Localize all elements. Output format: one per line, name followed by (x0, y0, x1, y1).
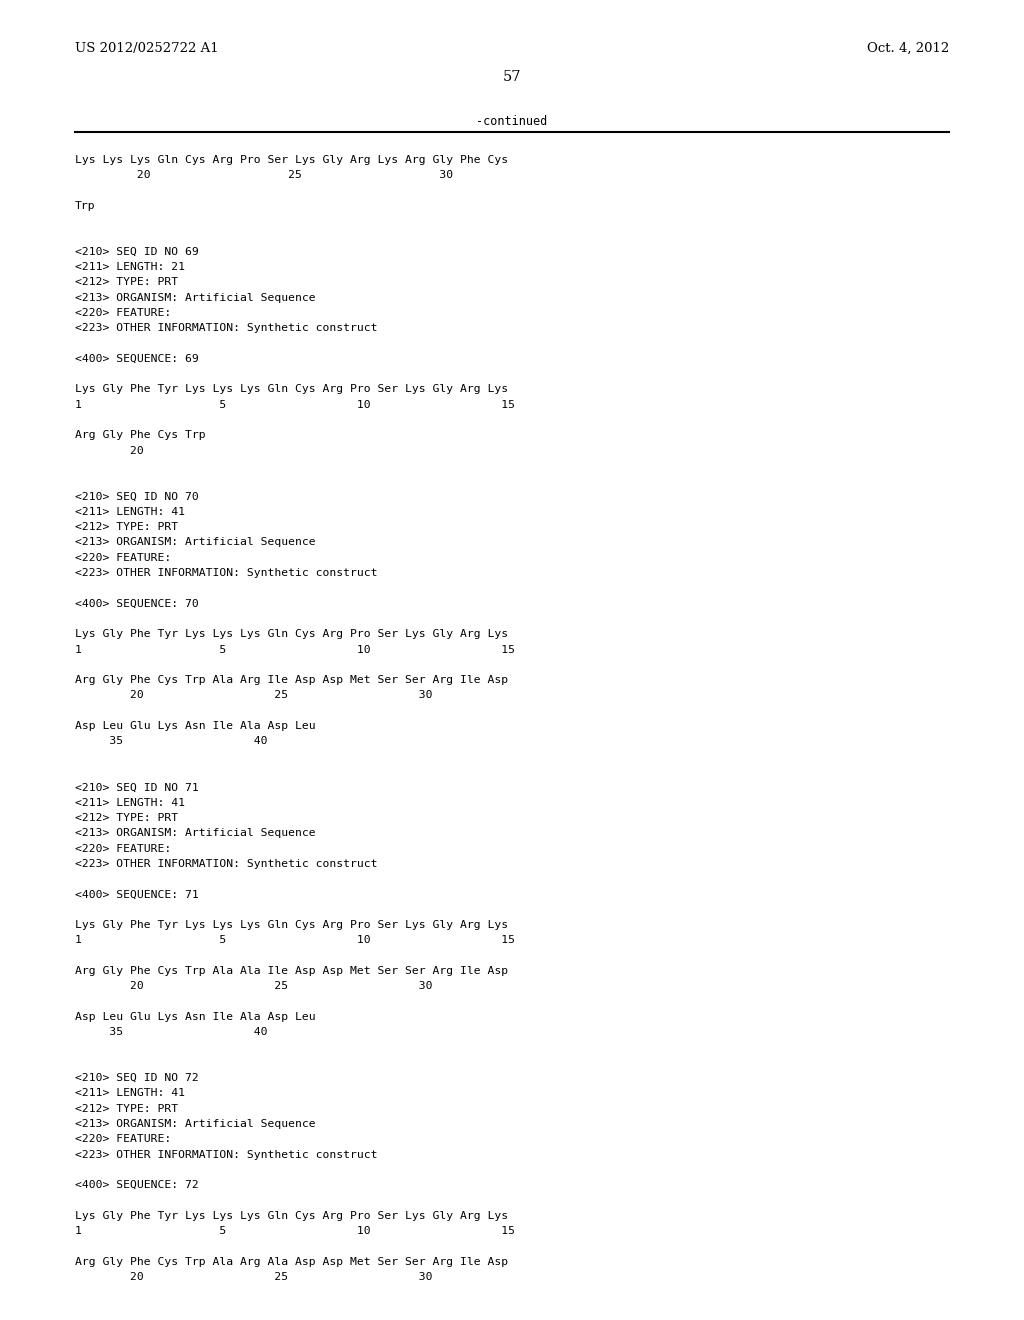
Text: <223> OTHER INFORMATION: Synthetic construct: <223> OTHER INFORMATION: Synthetic const… (75, 568, 378, 578)
Text: <212> TYPE: PRT: <212> TYPE: PRT (75, 1104, 178, 1114)
Text: Asp Leu Glu Lys Asn Ile Ala Asp Leu: Asp Leu Glu Lys Asn Ile Ala Asp Leu (75, 1012, 315, 1022)
Text: 1                    5                   10                   15: 1 5 10 15 (75, 400, 515, 409)
Text: 20                   25                   30: 20 25 30 (75, 981, 432, 991)
Text: <210> SEQ ID NO 72: <210> SEQ ID NO 72 (75, 1073, 199, 1082)
Text: 35                   40: 35 40 (75, 737, 267, 746)
Text: 20                   25                   30: 20 25 30 (75, 1272, 432, 1282)
Text: <211> LENGTH: 41: <211> LENGTH: 41 (75, 1088, 185, 1098)
Text: <223> OTHER INFORMATION: Synthetic construct: <223> OTHER INFORMATION: Synthetic const… (75, 1150, 378, 1159)
Text: -continued: -continued (476, 115, 548, 128)
Text: 20                   25                   30: 20 25 30 (75, 690, 432, 701)
Text: Lys Gly Phe Tyr Lys Lys Lys Gln Cys Arg Pro Ser Lys Gly Arg Lys: Lys Gly Phe Tyr Lys Lys Lys Gln Cys Arg … (75, 920, 508, 931)
Text: Arg Gly Phe Cys Trp Ala Ala Ile Asp Asp Met Ser Ser Arg Ile Asp: Arg Gly Phe Cys Trp Ala Ala Ile Asp Asp … (75, 966, 508, 975)
Text: <213> ORGANISM: Artificial Sequence: <213> ORGANISM: Artificial Sequence (75, 537, 315, 548)
Text: 20: 20 (75, 446, 143, 455)
Text: <211> LENGTH: 41: <211> LENGTH: 41 (75, 507, 185, 517)
Text: <400> SEQUENCE: 71: <400> SEQUENCE: 71 (75, 890, 199, 899)
Text: <220> FEATURE:: <220> FEATURE: (75, 1134, 171, 1144)
Text: 35                   40: 35 40 (75, 1027, 267, 1038)
Text: <213> ORGANISM: Artificial Sequence: <213> ORGANISM: Artificial Sequence (75, 293, 315, 302)
Text: <223> OTHER INFORMATION: Synthetic construct: <223> OTHER INFORMATION: Synthetic const… (75, 323, 378, 333)
Text: <210> SEQ ID NO 70: <210> SEQ ID NO 70 (75, 491, 199, 502)
Text: <213> ORGANISM: Artificial Sequence: <213> ORGANISM: Artificial Sequence (75, 1119, 315, 1129)
Text: 57: 57 (503, 70, 521, 84)
Text: Lys Gly Phe Tyr Lys Lys Lys Gln Cys Arg Pro Ser Lys Gly Arg Lys: Lys Gly Phe Tyr Lys Lys Lys Gln Cys Arg … (75, 1210, 508, 1221)
Text: <210> SEQ ID NO 69: <210> SEQ ID NO 69 (75, 247, 199, 257)
Text: Lys Gly Phe Tyr Lys Lys Lys Gln Cys Arg Pro Ser Lys Gly Arg Lys: Lys Gly Phe Tyr Lys Lys Lys Gln Cys Arg … (75, 630, 508, 639)
Text: <212> TYPE: PRT: <212> TYPE: PRT (75, 523, 178, 532)
Text: <212> TYPE: PRT: <212> TYPE: PRT (75, 813, 178, 822)
Text: Arg Gly Phe Cys Trp Ala Arg Ile Asp Asp Met Ser Ser Arg Ile Asp: Arg Gly Phe Cys Trp Ala Arg Ile Asp Asp … (75, 676, 508, 685)
Text: <220> FEATURE:: <220> FEATURE: (75, 553, 171, 562)
Text: 1                    5                   10                   15: 1 5 10 15 (75, 936, 515, 945)
Text: 1                    5                   10                   15: 1 5 10 15 (75, 644, 515, 655)
Text: Arg Gly Phe Cys Trp Ala Arg Ala Asp Asp Met Ser Ser Arg Ile Asp: Arg Gly Phe Cys Trp Ala Arg Ala Asp Asp … (75, 1257, 508, 1267)
Text: <400> SEQUENCE: 72: <400> SEQUENCE: 72 (75, 1180, 199, 1191)
Text: <211> LENGTH: 41: <211> LENGTH: 41 (75, 797, 185, 808)
Text: US 2012/0252722 A1: US 2012/0252722 A1 (75, 42, 219, 55)
Text: Trp: Trp (75, 201, 95, 211)
Text: Arg Gly Phe Cys Trp: Arg Gly Phe Cys Trp (75, 430, 206, 441)
Text: Lys Gly Phe Tyr Lys Lys Lys Gln Cys Arg Pro Ser Lys Gly Arg Lys: Lys Gly Phe Tyr Lys Lys Lys Gln Cys Arg … (75, 384, 508, 395)
Text: Oct. 4, 2012: Oct. 4, 2012 (866, 42, 949, 55)
Text: <212> TYPE: PRT: <212> TYPE: PRT (75, 277, 178, 288)
Text: <213> ORGANISM: Artificial Sequence: <213> ORGANISM: Artificial Sequence (75, 828, 315, 838)
Text: <400> SEQUENCE: 69: <400> SEQUENCE: 69 (75, 354, 199, 364)
Text: <400> SEQUENCE: 70: <400> SEQUENCE: 70 (75, 599, 199, 609)
Text: Lys Lys Lys Gln Cys Arg Pro Ser Lys Gly Arg Lys Arg Gly Phe Cys: Lys Lys Lys Gln Cys Arg Pro Ser Lys Gly … (75, 154, 508, 165)
Text: 1                    5                   10                   15: 1 5 10 15 (75, 1226, 515, 1236)
Text: <210> SEQ ID NO 71: <210> SEQ ID NO 71 (75, 783, 199, 792)
Text: <220> FEATURE:: <220> FEATURE: (75, 843, 171, 854)
Text: <211> LENGTH: 21: <211> LENGTH: 21 (75, 263, 185, 272)
Text: <220> FEATURE:: <220> FEATURE: (75, 308, 171, 318)
Text: 20                    25                    30: 20 25 30 (75, 170, 454, 181)
Text: <223> OTHER INFORMATION: Synthetic construct: <223> OTHER INFORMATION: Synthetic const… (75, 859, 378, 869)
Text: Asp Leu Glu Lys Asn Ile Ala Asp Leu: Asp Leu Glu Lys Asn Ile Ala Asp Leu (75, 721, 315, 731)
